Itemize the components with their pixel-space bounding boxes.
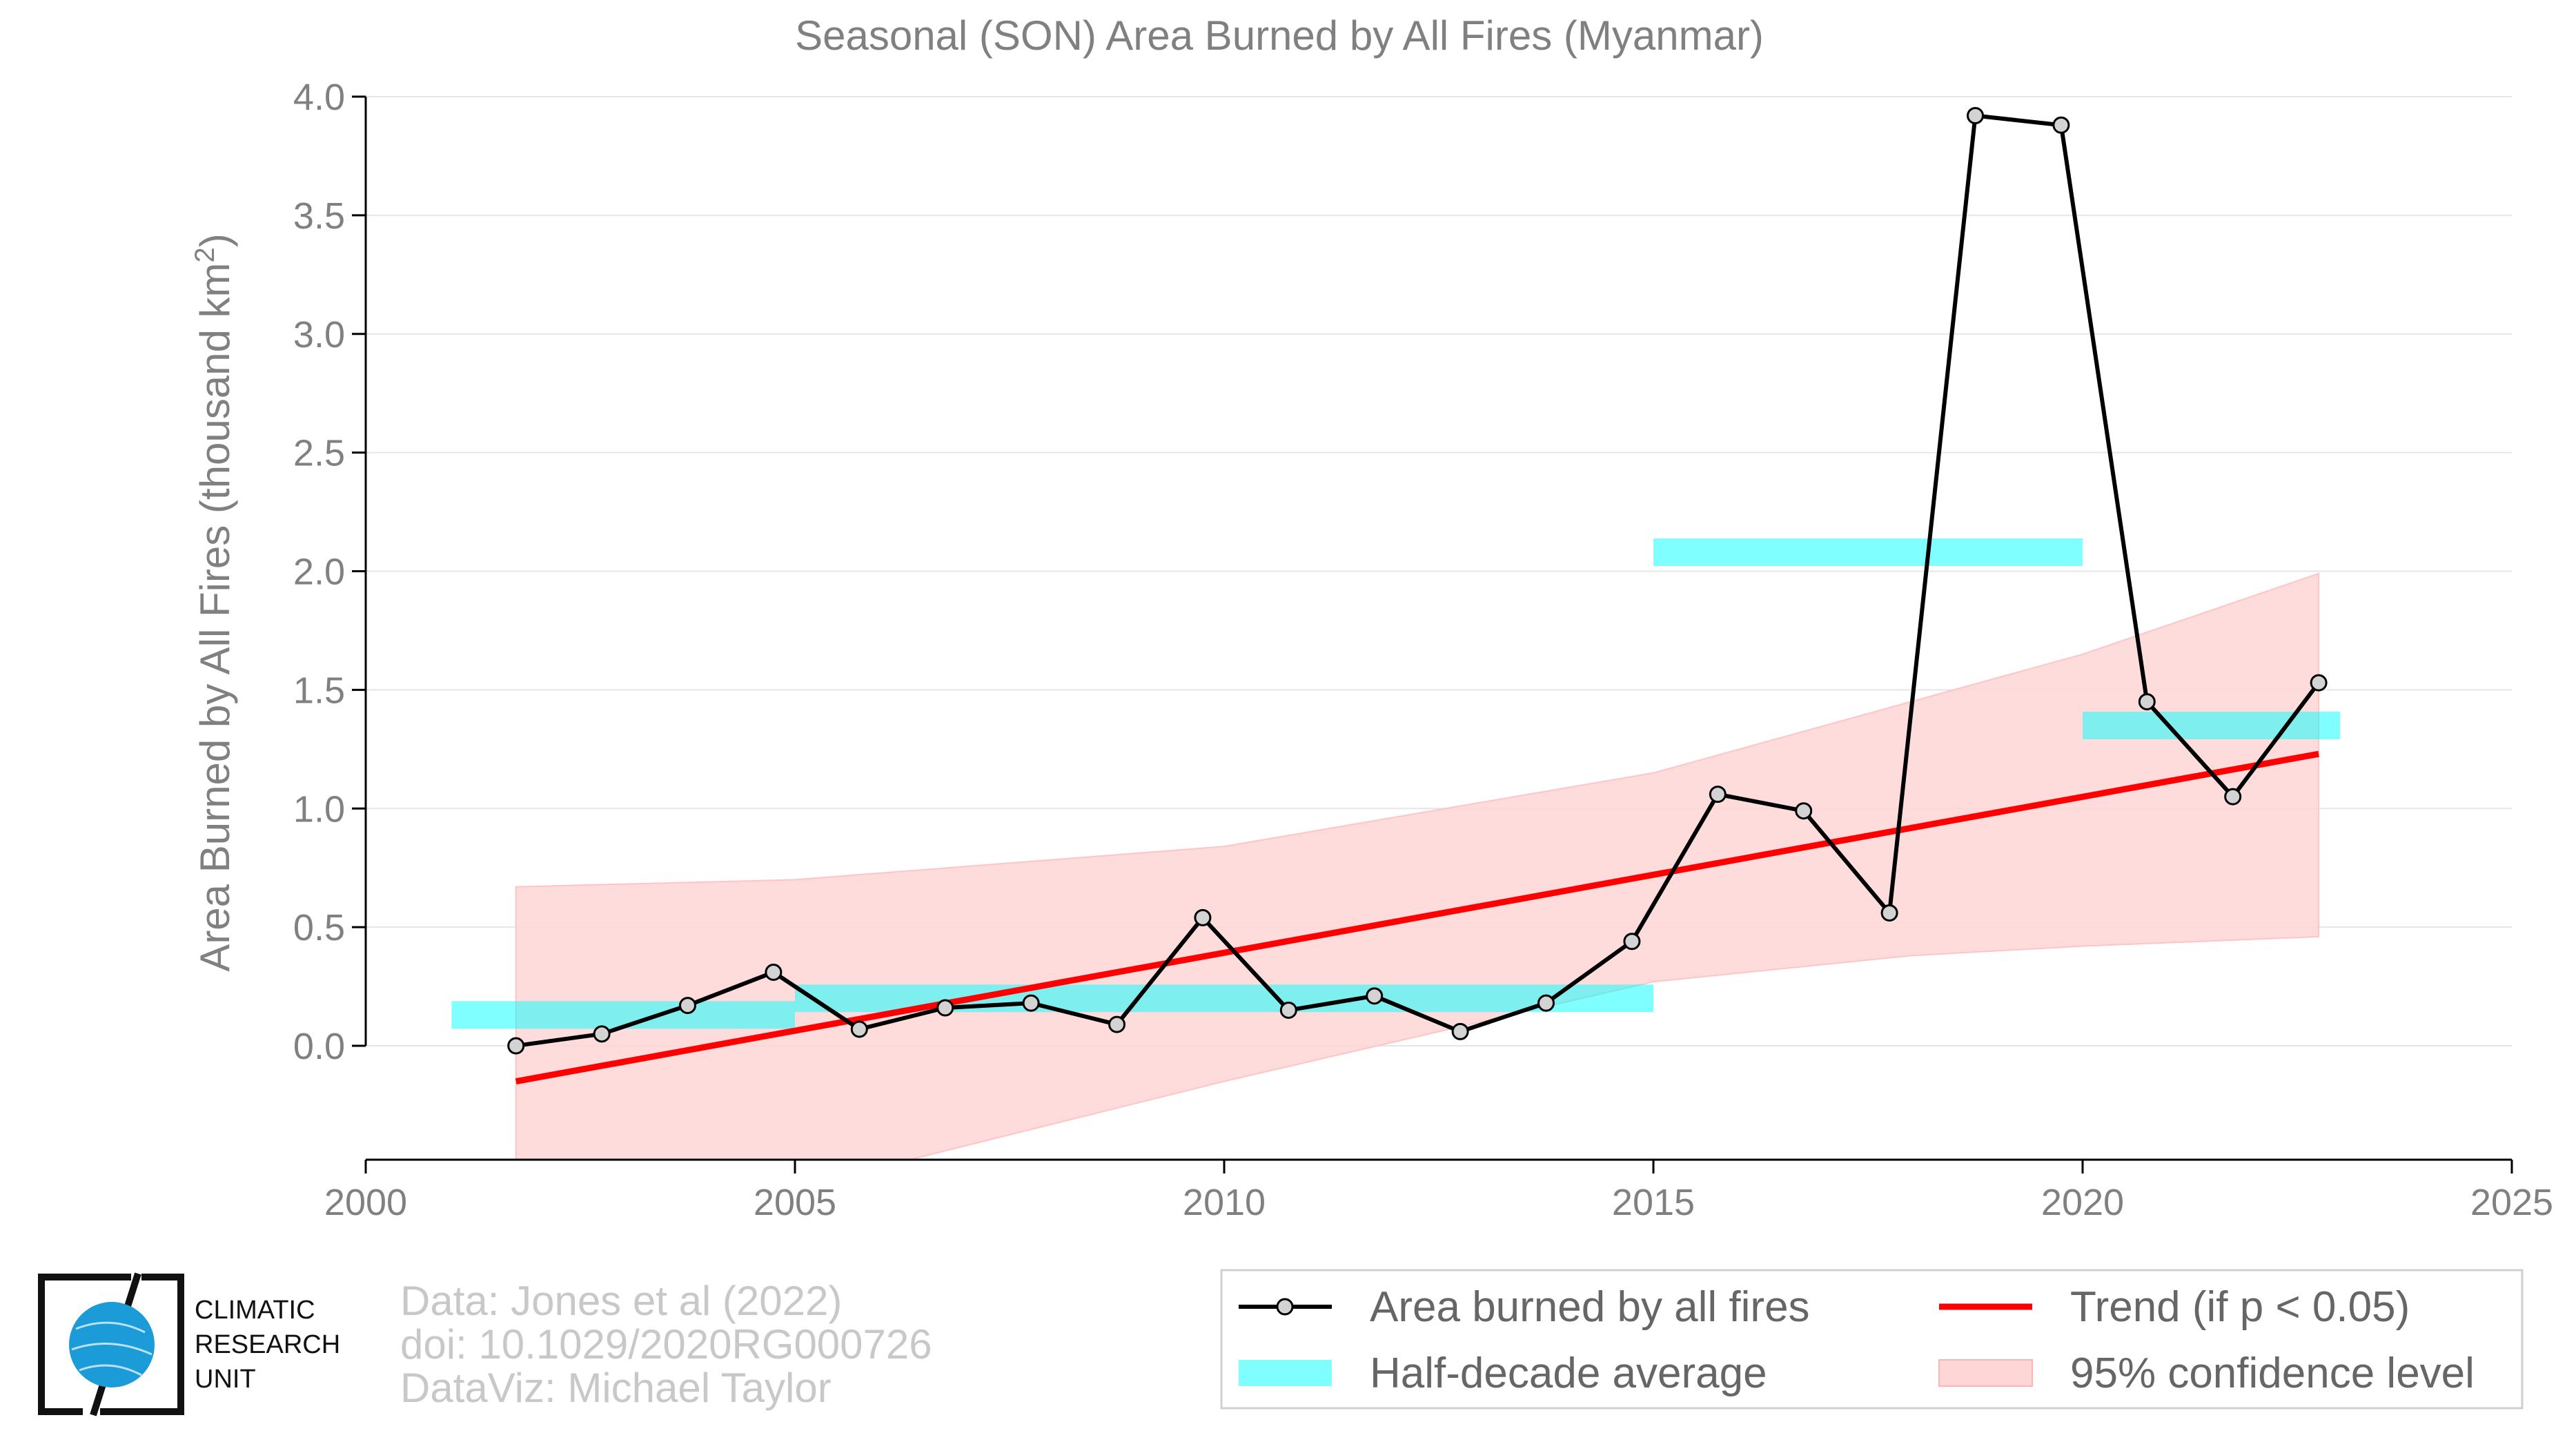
data-point: [1194, 908, 1212, 926]
data-point: [507, 1037, 525, 1055]
confidence-band: [515, 572, 2320, 1160]
y-tick-label: 3.0: [293, 314, 345, 356]
data-point: [1967, 107, 1984, 124]
cru-logo: CLIMATIC RESEARCH UNIT: [38, 1272, 340, 1416]
legend: Area burned by all fires Half-decade ave…: [1220, 1269, 2524, 1410]
data-point: [2310, 674, 2328, 692]
credit-doi: doi: 10.1029/2020RG000726: [400, 1321, 932, 1367]
x-tick-label: 2015: [1612, 1182, 1695, 1223]
y-tick-label: 0.5: [293, 907, 345, 948]
data-point: [1880, 904, 1898, 922]
data-point: [765, 963, 783, 981]
y-tick-label: 0.0: [293, 1026, 345, 1067]
legend-item-confidence: 95% confidence level: [1938, 1350, 2475, 1397]
x-axis-ticks: 2000 2005 2010 2015 2020 2025: [324, 1160, 2553, 1223]
data-point: [1537, 994, 1555, 1012]
half-decade-bar: [1653, 538, 2083, 566]
y-tick-label: 1.0: [293, 788, 345, 830]
data-point: [850, 1020, 868, 1038]
y-tick-label: 1.5: [293, 670, 345, 711]
data-point: [1709, 786, 1727, 804]
logo-text-line2: RESEARCH: [195, 1330, 340, 1359]
area-burned-line: [515, 113, 2321, 1048]
area-burned-markers: [507, 107, 2328, 1055]
legend-label-half-decade: Half-decade average: [1370, 1350, 1767, 1397]
legend-item-half-decade: Half-decade average: [1239, 1350, 1767, 1397]
data-point: [2224, 788, 2242, 806]
data-point: [1366, 987, 1384, 1005]
data-point: [936, 999, 954, 1017]
y-tick-label: 2.5: [293, 433, 345, 474]
legend-label-confidence: 95% confidence level: [2070, 1350, 2475, 1397]
x-tick-label: 2010: [1183, 1182, 1266, 1223]
y-tick-label: 2.0: [293, 552, 345, 593]
y-axis-label: Area Burned by All Fires (thousand km2): [190, 233, 238, 971]
half-decade-bar: [451, 1001, 795, 1029]
data-point: [1108, 1015, 1125, 1033]
y-tick-label: 4.0: [293, 77, 345, 118]
data-point: [1623, 933, 1641, 951]
y-tick-label: 3.5: [293, 195, 345, 237]
trend-line: [515, 750, 2319, 1084]
half-decade-bar: [2083, 711, 2341, 739]
data-point: [2052, 116, 2070, 134]
credit-dataviz: DataViz: Michael Taylor: [400, 1365, 832, 1411]
data-point: [1022, 994, 1040, 1012]
legend-item-area-burned: Area burned by all fires: [1239, 1283, 1810, 1331]
credits: Data: Jones et al (2022) doi: 10.1029/20…: [400, 1278, 932, 1411]
logo-text-line1: CLIMATIC: [195, 1296, 315, 1325]
data-point: [593, 1025, 611, 1043]
data-point: [1279, 1001, 1297, 1019]
legend-item-trend: Trend (if p < 0.05): [1939, 1283, 2410, 1331]
data-point: [1795, 802, 1813, 820]
x-tick-label: 2005: [754, 1182, 836, 1223]
y-axis-ticks: 0.0 0.5 1.0 1.5 2.0 2.5 3.0 3.5 4.0: [293, 77, 367, 1067]
data-point: [679, 997, 696, 1015]
logo-text-line3: UNIT: [195, 1365, 256, 1394]
x-tick-label: 2000: [324, 1182, 407, 1223]
chart-title: Seasonal (SON) Area Burned by All Fires …: [795, 12, 1764, 59]
x-tick-label: 2025: [2470, 1182, 2553, 1223]
data-point: [1451, 1022, 1469, 1040]
data-point: [2138, 693, 2156, 711]
x-tick-label: 2020: [2041, 1182, 2124, 1223]
legend-label-area-burned: Area burned by all fires: [1370, 1283, 1810, 1331]
legend-label-trend: Trend (if p < 0.05): [2070, 1283, 2410, 1331]
credit-data: Data: Jones et al (2022): [400, 1278, 842, 1324]
